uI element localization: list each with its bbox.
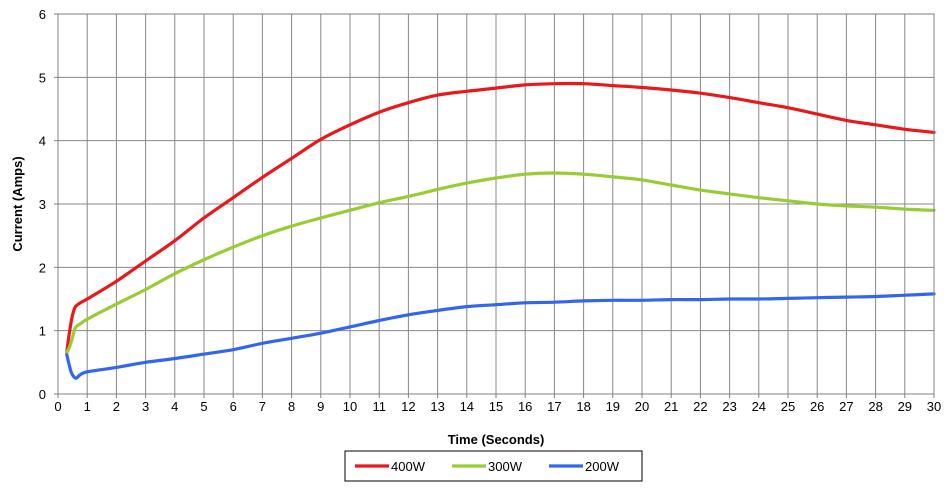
series-line-400w — [65, 81, 936, 355]
x-tick-label: 2 — [113, 399, 120, 414]
x-tick-label: 19 — [606, 399, 620, 414]
x-tick-label: 5 — [200, 399, 207, 414]
series-line-300w — [65, 171, 936, 355]
x-tick-label: 23 — [722, 399, 736, 414]
x-tick-label: 16 — [518, 399, 532, 414]
y-tick-label: 5 — [39, 70, 46, 85]
x-tick-label: 11 — [372, 399, 386, 414]
plot-frame — [57, 13, 935, 395]
series-lines — [65, 81, 936, 380]
x-tick-label: 22 — [693, 399, 707, 414]
x-tick-label: 24 — [752, 399, 766, 414]
x-tick-label: 4 — [171, 399, 178, 414]
series-line-200w — [65, 292, 936, 380]
legend-label: 400W — [391, 459, 426, 474]
y-tick-label: 0 — [39, 387, 46, 402]
x-tick-label: 29 — [898, 399, 912, 414]
x-tick-label: 15 — [489, 399, 503, 414]
y-tick-label: 2 — [39, 260, 46, 275]
x-tick-label: 9 — [317, 399, 324, 414]
y-tick-label: 4 — [39, 134, 46, 149]
x-tick-label: 18 — [576, 399, 590, 414]
y-tick-label: 1 — [39, 324, 46, 339]
x-tick-label: 28 — [868, 399, 882, 414]
x-tick-label: 10 — [343, 399, 357, 414]
x-tick-label: 0 — [54, 399, 61, 414]
x-tick-label: 7 — [259, 399, 266, 414]
x-tick-label: 20 — [635, 399, 649, 414]
x-axis-label: Time (Seconds) — [448, 432, 545, 447]
legend-label: 300W — [488, 459, 523, 474]
y-tick-labels: 0 1 2 3 4 5 6 — [39, 7, 58, 402]
x-tick-label: 30 — [927, 399, 941, 414]
x-tick-label: 1 — [84, 399, 91, 414]
x-tick-label: 12 — [401, 399, 415, 414]
x-tick-label: 6 — [230, 399, 237, 414]
legend-box — [344, 450, 643, 482]
x-tick-label: 27 — [839, 399, 853, 414]
x-tick-label: 14 — [460, 399, 474, 414]
x-tick-label: 25 — [781, 399, 795, 414]
x-tick-label: 26 — [810, 399, 824, 414]
x-tick-label: 8 — [288, 399, 295, 414]
x-tick-label: 3 — [142, 399, 149, 414]
x-tick-label: 21 — [664, 399, 678, 414]
legend: 400W 300W 200W — [344, 450, 643, 482]
y-axis-label: Current (Amps) — [10, 156, 25, 251]
legend-label: 200W — [585, 459, 620, 474]
y-tick-label: 3 — [39, 197, 46, 212]
y-tick-label: 6 — [39, 7, 46, 22]
x-tick-label: 13 — [430, 399, 444, 414]
x-tick-label: 17 — [547, 399, 561, 414]
x-tick-labels: 0 1 2 3 4 5 6 7 8 9 10 11 12 13 14 15 16 17 18 19 20 21 22 23 24… — [54, 394, 941, 414]
